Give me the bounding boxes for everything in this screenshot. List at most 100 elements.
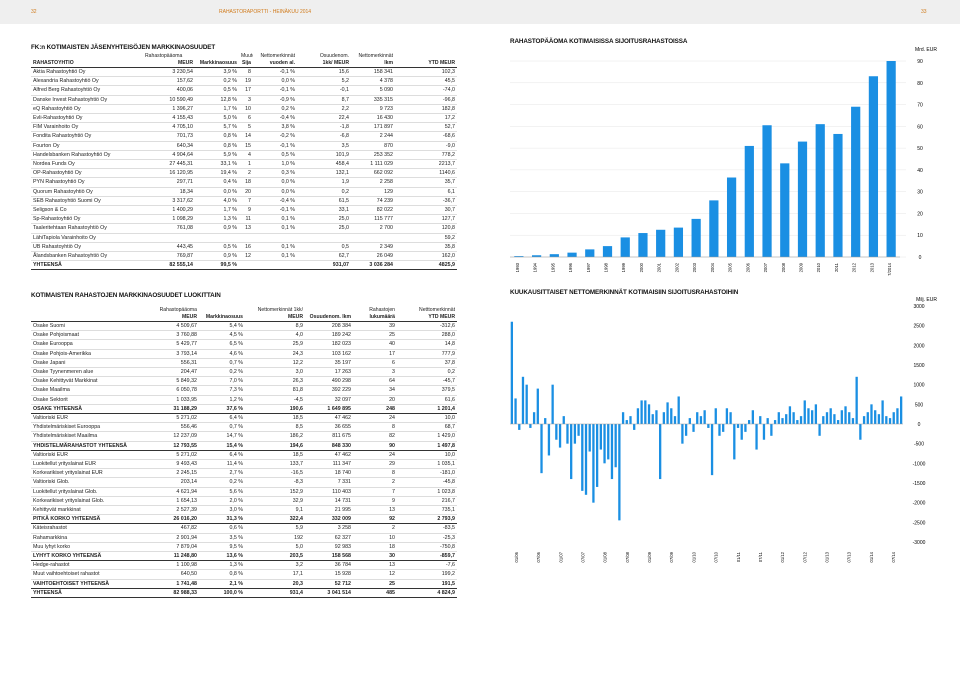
bar bbox=[799, 416, 803, 424]
table-cell: 19 bbox=[239, 76, 253, 87]
table-cell: 15,4 % bbox=[199, 441, 245, 451]
t1-title: FK:n KOTIMAISTEN JÄSENYHTEISÖJEN MARKKIN… bbox=[31, 44, 216, 51]
table-row: OP-Rahastoyhtiö Oy 16 120,95 19,4 % 2 0,3 % 1… bbox=[31, 168, 457, 179]
t2-title: KOTIMAISTEN RAHASTOJEN MARKKINAOSUUDET L… bbox=[31, 292, 221, 299]
x-tick-label: 1997 bbox=[586, 262, 591, 272]
bar bbox=[870, 404, 873, 424]
bar bbox=[888, 418, 892, 424]
table-row: Alfred Berg Rahastoyhtiö Oy 400,06 0,5 % 17… bbox=[31, 85, 457, 96]
table-cell: 36 784 bbox=[305, 560, 353, 571]
table-cell: FIM Varainhoito Oy bbox=[31, 122, 143, 133]
t1-col-head: MEUR bbox=[143, 60, 195, 68]
table-cell: 15 bbox=[239, 141, 253, 151]
bar bbox=[747, 420, 751, 424]
table-cell: 24 bbox=[353, 450, 397, 461]
table-cell: 204,47 bbox=[149, 367, 199, 378]
table-cell: 0,8 % bbox=[195, 141, 239, 151]
table-cell: 2 527,39 bbox=[149, 505, 199, 516]
table-cell: -0,9 % bbox=[253, 95, 297, 105]
table-cell: 4,0 bbox=[245, 330, 305, 341]
table-cell: 5,6 % bbox=[199, 487, 245, 497]
table-cell: 1,7 % bbox=[195, 104, 239, 115]
bar bbox=[684, 424, 688, 436]
table-cell: LYHYT KORKO YHTEENSÄ bbox=[31, 551, 149, 562]
bar bbox=[744, 145, 754, 257]
table-cell: 16 430 bbox=[351, 113, 395, 124]
table-cell: 37,6 % bbox=[199, 404, 245, 415]
subtotal-row: LYHYT KORKO YHTEENSÄ 11 248,80 13,6 % 203,5… bbox=[31, 551, 457, 562]
x-tick-label: 2003 bbox=[692, 262, 697, 272]
x-tick-label: 2005 bbox=[728, 262, 733, 272]
table-cell: 8,9 bbox=[245, 321, 305, 332]
bar bbox=[531, 255, 542, 257]
table-cell: 16 bbox=[239, 242, 253, 253]
table-cell: 20 bbox=[239, 187, 253, 197]
table-cell: 0,5 bbox=[297, 242, 351, 253]
table-cell: 35,7 bbox=[395, 177, 457, 188]
bar bbox=[803, 400, 806, 424]
bar bbox=[673, 416, 677, 424]
x-tick-label: 2001 bbox=[657, 262, 662, 272]
bar bbox=[840, 410, 843, 424]
table-cell: 68,7 bbox=[397, 422, 457, 433]
table-row: Muut vaihtoehtoiset rahastot 640,50 0,8 % 1… bbox=[31, 569, 457, 580]
bar bbox=[621, 412, 625, 424]
table-cell: 10,0 bbox=[397, 413, 457, 424]
table-cell: 7 331 bbox=[305, 477, 353, 488]
table-cell: Osake Pohjois-Amerikka bbox=[31, 349, 149, 359]
table-row: Osake Suomi 4 509,67 5,4 % 8,9 208 384 39 -312… bbox=[31, 321, 457, 332]
table-cell: 4,5 % bbox=[199, 330, 245, 341]
table-cell: 22,4 bbox=[297, 113, 351, 124]
table-cell: 21 995 bbox=[305, 505, 353, 516]
table-cell: 3,0 bbox=[245, 367, 305, 378]
table-cell: 35,8 bbox=[395, 242, 457, 253]
bar bbox=[551, 384, 554, 424]
table-cell: 18 bbox=[239, 177, 253, 188]
table-cell: 7 bbox=[353, 487, 397, 497]
table-cell: Alfred Berg Rahastoyhtiö Oy bbox=[31, 85, 143, 96]
table-cell: 12 bbox=[353, 569, 397, 580]
y-tick-label: -1000 bbox=[913, 461, 926, 467]
table-cell: 10,0 bbox=[397, 450, 457, 461]
t2-col-head: Osuudenom. lkm bbox=[305, 314, 353, 322]
bar bbox=[807, 408, 810, 424]
table-cell: 1 098,29 bbox=[143, 214, 195, 225]
table-cell: 13 bbox=[353, 560, 397, 571]
t1-col-head: Nettomerkinnät bbox=[358, 53, 393, 59]
subtotal-row: PITKÄ KORKO YHTEENSÄ 26 016,20 31,3 % 322,4… bbox=[31, 514, 457, 525]
table-cell: 92 983 bbox=[305, 542, 353, 553]
table-cell: 36 655 bbox=[305, 422, 353, 433]
table-cell: 3 bbox=[239, 95, 253, 105]
bar bbox=[777, 412, 780, 424]
table-cell: 3 036 284 bbox=[351, 260, 395, 271]
table-cell: 18 bbox=[353, 542, 397, 553]
x-tick-label: 1999 bbox=[621, 262, 626, 272]
bar bbox=[818, 424, 821, 436]
table-cell: Fourton Oy bbox=[31, 141, 143, 151]
table-cell: Aktia Rahastoyhtiö Oy bbox=[31, 67, 143, 78]
t1-col-head: Muutos bbox=[241, 53, 253, 59]
bar bbox=[599, 424, 602, 450]
bar bbox=[726, 177, 737, 257]
table-cell: 1,9 bbox=[297, 177, 351, 188]
table-row: Kehittyvät markkinat 2 527,39 3,0 % 9,1 21 9… bbox=[31, 505, 457, 516]
t2-col-head: Netttomerkinnät bbox=[419, 307, 455, 313]
table-cell: 458,4 bbox=[297, 159, 351, 170]
y-tick-label: 20 bbox=[917, 211, 923, 217]
table-cell: 64 bbox=[353, 376, 397, 387]
x-tick-label: 1995 bbox=[550, 262, 555, 272]
table-cell: 16 120,95 bbox=[143, 168, 195, 179]
t1-col-head: Rahastopääoma bbox=[145, 53, 183, 59]
table-cell: 3 041 514 bbox=[305, 588, 353, 599]
table-cell: 129 bbox=[351, 187, 395, 197]
bar bbox=[796, 420, 799, 424]
x-tick-label: 2008 bbox=[781, 262, 786, 272]
table-cell: Danske Invest Rahastoyhtiö Oy bbox=[31, 95, 143, 105]
bar bbox=[659, 424, 662, 480]
table-cell: 0,2 bbox=[297, 187, 351, 197]
table-cell: 3,0 % bbox=[199, 505, 245, 516]
table-cell bbox=[351, 233, 395, 243]
table-cell: LähiTapiola Varainhoito Oy bbox=[31, 233, 143, 243]
table-cell: 288,0 bbox=[397, 330, 457, 341]
